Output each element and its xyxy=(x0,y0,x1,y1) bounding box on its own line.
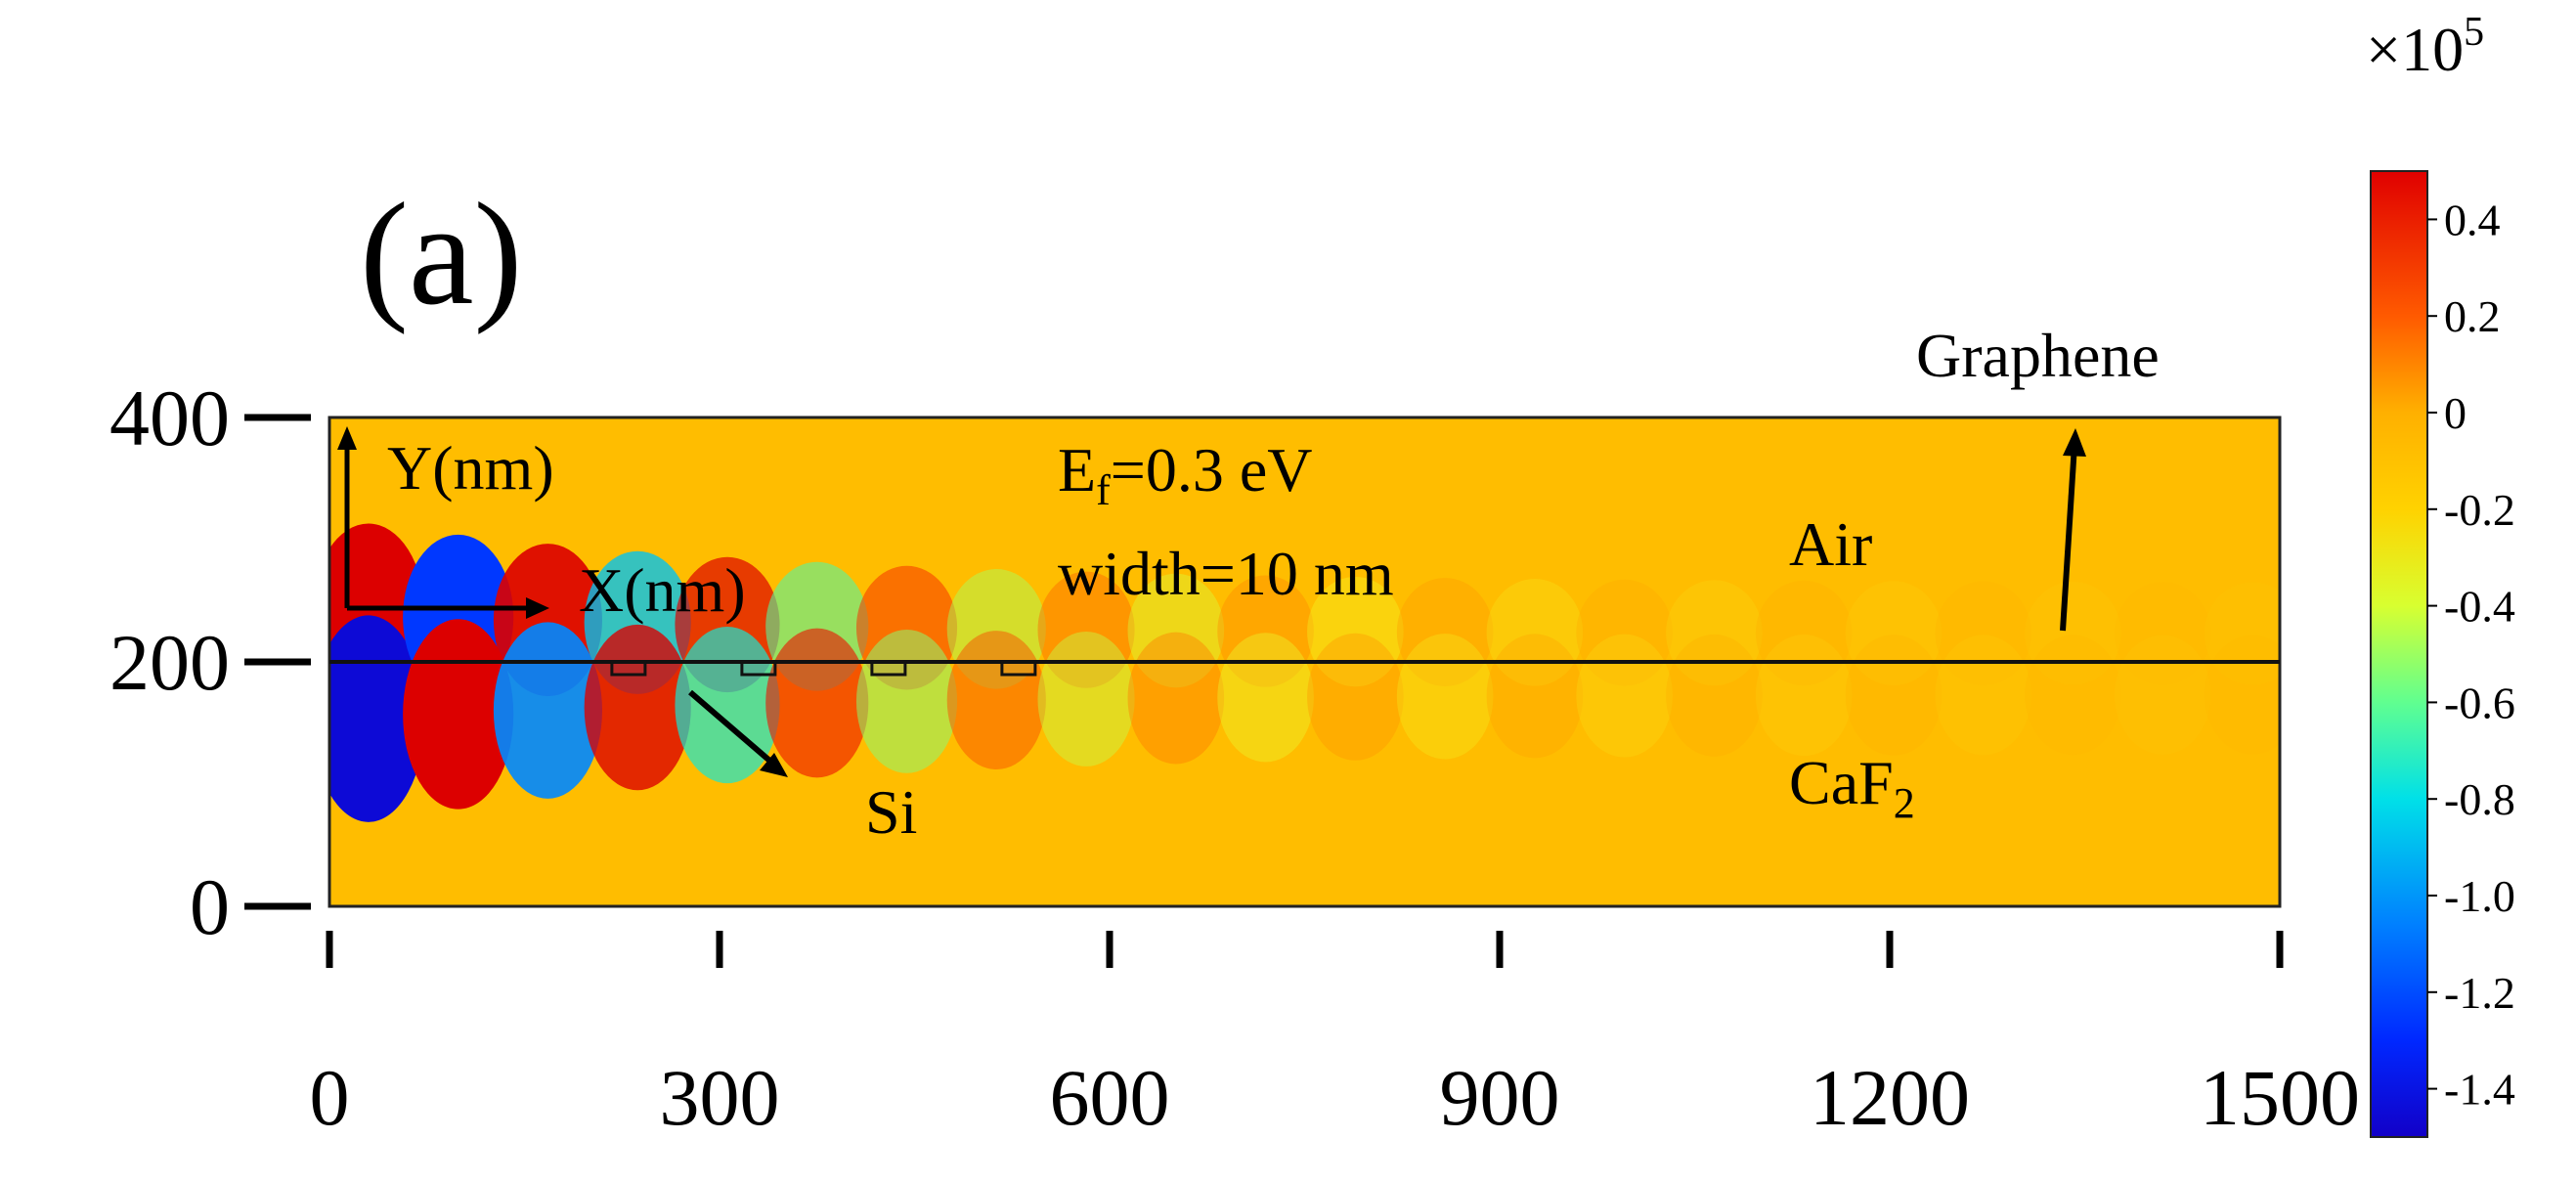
field-lobe-substrate xyxy=(1935,635,2032,756)
x-axis: 0 300 600 900 1200 1500 xyxy=(310,931,2360,1142)
colorbar-tick-label: -0.8 xyxy=(2444,774,2515,824)
colorbar-tick-label: 0.2 xyxy=(2444,291,2501,341)
field-lobe-substrate xyxy=(584,624,691,791)
x-arrow-head xyxy=(526,597,549,619)
colorbar-tick-label: -1.4 xyxy=(2444,1065,2515,1115)
field-lobe-substrate xyxy=(1666,634,1763,757)
field-lobe-air xyxy=(946,569,1046,689)
x-tick-label: 900 xyxy=(1440,1053,1560,1142)
field-lobe-substrate xyxy=(675,626,780,784)
fermi-energy-label: Ef=0.3 eV xyxy=(1058,435,1312,514)
graphene-arrow-head xyxy=(2063,428,2086,457)
x-tick-label: 0 xyxy=(310,1053,350,1142)
x-tick-label: 1500 xyxy=(2200,1053,2360,1142)
field-lobe-substrate xyxy=(765,628,869,778)
field-lobe-substrate xyxy=(1486,634,1584,759)
si-block xyxy=(740,660,777,677)
graphene-label: Graphene xyxy=(1916,321,2160,390)
graphene-arrow xyxy=(2060,444,2077,632)
colorbar: ×105 0.4 0.2 0 -0.2 -0.4 -0.6 -0.8 -1.0 -1.2 -1.4 xyxy=(2366,10,2515,1138)
y-tick-label: 0 xyxy=(190,862,230,951)
field-lobe-substrate xyxy=(2204,635,2280,755)
annotations: Ef=0.3 eV width=10 nm Air CaF2 Graphene … xyxy=(688,321,2160,847)
field-blobs xyxy=(329,523,2280,822)
field-lobe-air xyxy=(1307,576,1404,687)
width-label: width=10 nm xyxy=(1058,539,1394,608)
substrate-subscript: 2 xyxy=(1894,779,1915,827)
field-lobe-air xyxy=(2204,582,2280,685)
heatmap-plot xyxy=(327,416,2282,908)
field-lobe-substrate xyxy=(946,631,1046,769)
field-lobe-substrate xyxy=(403,619,514,810)
field-lobe-substrate xyxy=(1037,631,1135,767)
y-axis-label: Y(nm) xyxy=(387,433,554,503)
panel-label: (a) xyxy=(360,173,522,335)
field-lobe-substrate xyxy=(1396,634,1494,760)
colorbar-exponent-base: ×10 xyxy=(2366,15,2464,84)
si-arrow-head xyxy=(760,753,788,777)
field-lobe-substrate xyxy=(329,615,425,822)
si-block xyxy=(610,660,647,677)
field-lobe-substrate xyxy=(2025,635,2121,756)
colorbar-tick-label: -1.0 xyxy=(2444,871,2515,921)
field-lobe-air xyxy=(1127,573,1225,688)
colorbar-exponent-power: 5 xyxy=(2464,10,2484,55)
si-block xyxy=(1000,660,1037,677)
colorbar-tick-label: -0.4 xyxy=(2444,582,2515,632)
ef-subscript: f xyxy=(1096,466,1111,514)
x-tick-label: 1200 xyxy=(1810,1053,1970,1142)
si-label: Si xyxy=(865,777,917,847)
ef-value: =0.3 eV xyxy=(1111,435,1313,504)
colorbar-tick-label: -0.6 xyxy=(2444,678,2515,727)
y-arrow-head xyxy=(337,426,357,450)
x-tick-label: 600 xyxy=(1050,1053,1170,1142)
si-arrow xyxy=(688,689,776,767)
colorbar-exponent: ×105 xyxy=(2366,10,2484,84)
field-lobe-substrate xyxy=(1127,632,1225,765)
field-lobe-substrate xyxy=(1845,635,1943,756)
field-lobe-substrate xyxy=(1217,633,1314,763)
si-blocks xyxy=(610,660,1037,677)
field-lobe-substrate xyxy=(855,629,958,773)
field-lobe-air xyxy=(2115,582,2211,685)
y-axis: 0 200 400 xyxy=(109,373,311,951)
substrate-label: CaF2 xyxy=(1789,748,1915,827)
field-lobe-air xyxy=(1037,571,1135,688)
field-lobe-air xyxy=(1935,581,2032,685)
field-lobe-air xyxy=(1755,580,1853,686)
field-lobe-air xyxy=(1845,581,1943,686)
inset-axes: Y(nm) X(nm) xyxy=(337,426,746,625)
ef-main: E xyxy=(1058,435,1096,504)
colorbar-tick-label: 0 xyxy=(2444,388,2467,438)
substrate-main: CaF xyxy=(1789,748,1894,817)
field-lobe-substrate xyxy=(1576,634,1673,758)
field-lobe-air xyxy=(1217,575,1314,687)
field-lobe-substrate xyxy=(2115,635,2211,755)
field-lobe-air xyxy=(1486,579,1584,686)
y-tick-label: 400 xyxy=(109,373,230,462)
field-lobe-air xyxy=(1576,579,1673,686)
field-lobe-air xyxy=(2025,581,2121,685)
colorbar-tick-label: -1.2 xyxy=(2444,968,2515,1018)
x-tick-label: 300 xyxy=(660,1053,780,1142)
air-label: Air xyxy=(1789,509,1872,579)
field-lobe-substrate xyxy=(1307,633,1404,761)
colorbar-tick-label: -0.2 xyxy=(2444,485,2515,535)
field-lobe-air xyxy=(1666,580,1763,686)
si-block xyxy=(870,660,907,677)
field-lobe-substrate xyxy=(1755,635,1853,757)
y-tick-label: 200 xyxy=(109,618,230,707)
field-lobe-substrate xyxy=(493,622,603,799)
field-lobe-air xyxy=(1396,578,1494,686)
x-axis-label: X(nm) xyxy=(579,555,746,625)
colorbar-gradient xyxy=(2370,170,2428,1138)
colorbar-tick-label: 0.4 xyxy=(2444,195,2501,244)
colorbar-ticks: 0.4 0.2 0 -0.2 -0.4 -0.6 -0.8 -1.0 -1.2 -1.4 xyxy=(2427,195,2515,1115)
